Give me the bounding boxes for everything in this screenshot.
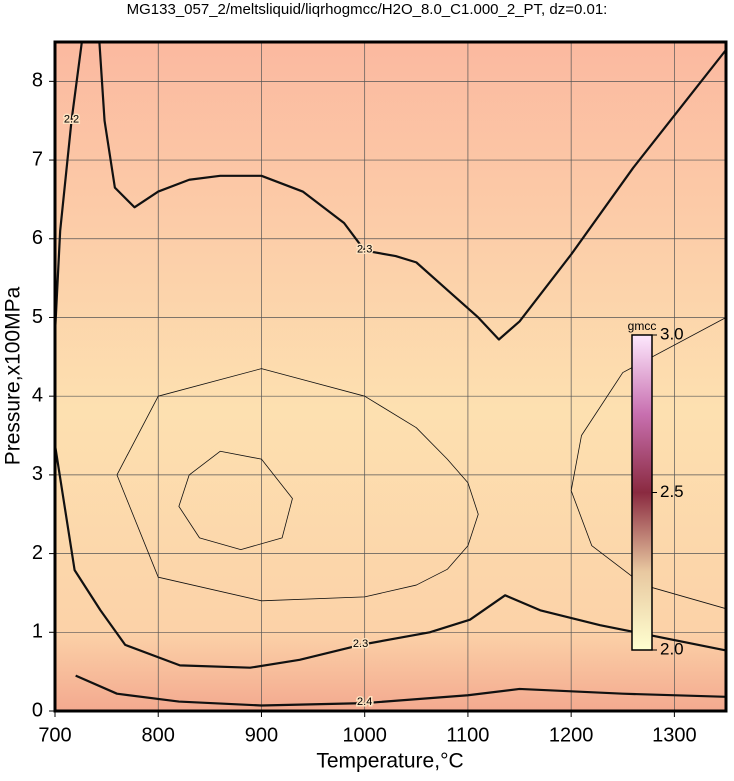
y-tick-label: 3 (32, 463, 43, 485)
y-tick-label: 1 (32, 621, 43, 643)
x-tick-label: 900 (245, 724, 278, 746)
contour-line (53, 41, 83, 334)
x-tick-label: 700 (38, 724, 71, 746)
x-tick-label: 1300 (652, 724, 697, 746)
y-tick-label: 7 (32, 148, 43, 170)
colorbar-tick-label: 3.0 (660, 324, 684, 343)
colorbar-tick-label: 2.5 (660, 482, 684, 501)
y-tick-label: 8 (32, 70, 43, 92)
contour-label: 2.3 (357, 243, 372, 255)
contour-label: 2.3 (353, 638, 368, 650)
contour-line (75, 674, 727, 707)
contour-line (53, 444, 727, 669)
minor-contour-line (116, 368, 479, 602)
grid (54, 42, 726, 712)
y-tick-label: 4 (32, 384, 43, 406)
contours: 2.3 2.3 2.4 2.2 (53, 41, 727, 710)
colorbar-bar (631, 334, 653, 651)
chart-title: MG133_057_2/meltsliquid/liqrhogmcc/H2O_8… (127, 1, 608, 18)
contour-line (98, 41, 727, 341)
y-tick-label: 5 (32, 306, 43, 328)
y-tick-label: 0 (32, 699, 43, 721)
contour-label: 2.4 (357, 696, 372, 708)
colorbar: gmcc 2.0 2.5 3.0 (628, 319, 684, 658)
x-tick-label: 1100 (446, 724, 489, 746)
plot-background (55, 42, 726, 711)
frame (53, 40, 728, 713)
x-tick-label: 1200 (549, 724, 594, 746)
y-tick-label: 6 (32, 227, 43, 249)
colorbar-title: gmcc (628, 319, 657, 333)
x-axis-label: Temperature,°C (316, 750, 463, 773)
colorbar-tick-label: 2.0 (660, 639, 684, 658)
x-tick-label: 800 (142, 724, 175, 746)
x-tick-label: 1000 (342, 724, 387, 746)
y-tick-label: 2 (32, 542, 43, 564)
y-axis-label: Pressure,x100MPa (2, 286, 25, 465)
contour-label: 2.2 (64, 114, 79, 126)
minor-contour-line (178, 450, 293, 551)
